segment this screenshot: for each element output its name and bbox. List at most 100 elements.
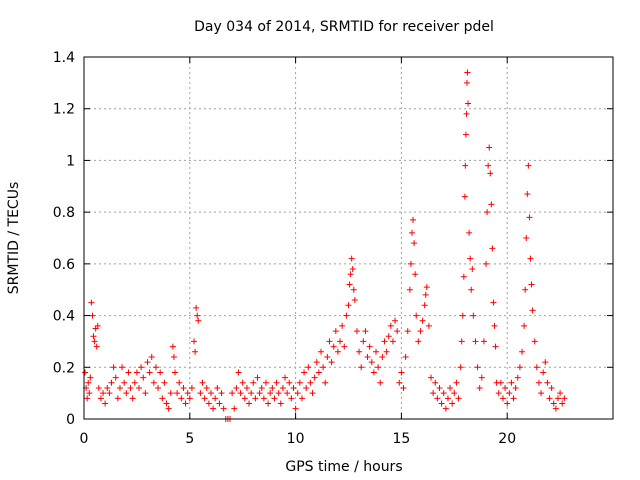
data-point [260, 395, 267, 402]
data-point [243, 384, 250, 391]
data-point [402, 353, 409, 360]
y-tick-label: 0 [66, 412, 75, 428]
data-point [492, 343, 499, 350]
data-point [214, 384, 221, 391]
data-point [233, 384, 240, 391]
data-point [525, 162, 532, 169]
data-point [407, 260, 414, 267]
data-point [265, 400, 272, 407]
data-point [256, 390, 263, 397]
data-point [455, 395, 462, 402]
data-point [519, 348, 526, 355]
data-point [436, 384, 443, 391]
data-point [334, 348, 341, 355]
data-point [488, 201, 495, 208]
data-point [447, 384, 454, 391]
data-point [396, 379, 403, 386]
data-point [434, 395, 441, 402]
y-tick-label: 0.4 [53, 309, 75, 325]
data-point [97, 395, 104, 402]
data-point [155, 384, 162, 391]
data-point [425, 322, 432, 329]
data-point [521, 322, 528, 329]
data-point [322, 379, 329, 386]
data-point [554, 395, 561, 402]
y-tick-label: 0.2 [53, 360, 75, 376]
data-point [358, 364, 365, 371]
data-point [144, 359, 151, 366]
grid [84, 57, 613, 419]
data-point [476, 384, 483, 391]
data-point [535, 379, 542, 386]
data-point [193, 304, 200, 311]
data-point [353, 328, 360, 335]
data-point [343, 312, 350, 319]
data-point [400, 384, 407, 391]
data-point [486, 144, 493, 151]
data-point [561, 395, 568, 402]
data-point [370, 369, 377, 376]
data-point [305, 364, 312, 371]
data-point [387, 322, 394, 329]
chart-title: Day 034 of 2014, SRMTID for receiver pde… [194, 19, 494, 35]
data-point [381, 338, 388, 345]
data-point [351, 297, 358, 304]
data-point [423, 284, 430, 291]
data-point [337, 338, 344, 345]
data-point [497, 379, 504, 386]
data-point [82, 369, 89, 376]
data-point [235, 369, 242, 376]
data-point [176, 379, 183, 386]
data-point [379, 353, 386, 360]
data-point [440, 390, 447, 397]
data-point [366, 343, 373, 350]
data-point [199, 379, 206, 386]
data-point [421, 302, 428, 309]
data-point [197, 390, 204, 397]
data-point [502, 384, 509, 391]
data-point [347, 271, 354, 278]
data-point [210, 405, 217, 412]
data-point [332, 328, 339, 335]
y-axis: 0 0.2 0.4 0.6 0.8 1 1.2 1.4 [53, 50, 613, 428]
plot-frame [83, 56, 614, 420]
data-point [184, 390, 191, 397]
data-point [528, 281, 535, 288]
data-point [508, 379, 515, 386]
data-point [131, 379, 138, 386]
data-point [148, 353, 155, 360]
data-point [192, 348, 199, 355]
data-point [258, 384, 265, 391]
data-point [404, 328, 411, 335]
data-point [444, 395, 451, 402]
data-point [411, 240, 418, 247]
data-point [413, 312, 420, 319]
data-point [469, 266, 476, 273]
data-point [377, 379, 384, 386]
data-point [271, 395, 278, 402]
data-point [533, 364, 540, 371]
data-point [119, 364, 126, 371]
data-point [167, 390, 174, 397]
data-point [108, 379, 115, 386]
data-point [430, 390, 437, 397]
data-point [317, 348, 324, 355]
data-point [254, 374, 261, 381]
data-point [360, 338, 367, 345]
data-point [457, 364, 464, 371]
data-point [432, 379, 439, 386]
data-point [301, 369, 308, 376]
data-point [438, 400, 445, 407]
data-point [146, 369, 153, 376]
data-point [309, 390, 316, 397]
data-point [328, 359, 335, 366]
data-point [504, 400, 511, 407]
data-point [326, 338, 333, 345]
data-point [408, 229, 415, 236]
data-point [186, 395, 193, 402]
data-point [194, 312, 201, 319]
data-point [191, 338, 198, 345]
data-point [313, 359, 320, 366]
data-point [506, 390, 513, 397]
data-point [522, 286, 529, 293]
